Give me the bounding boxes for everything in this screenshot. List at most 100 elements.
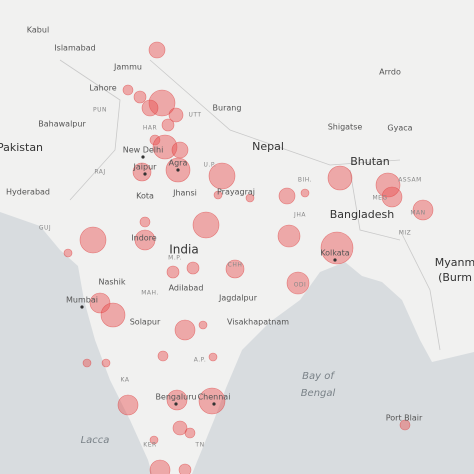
city-label: Arrdo (379, 68, 401, 77)
country-label: Pakistan (0, 141, 43, 154)
city-label: Jaipur (133, 163, 158, 172)
city-label: New Delhi (123, 146, 164, 155)
bubble (171, 141, 189, 159)
country-label: Bhutan (350, 155, 390, 168)
city-label: Kabul (27, 26, 49, 35)
city-dot (143, 172, 147, 176)
city-label: Bengaluru (155, 393, 196, 402)
city-dot (174, 402, 178, 406)
city-dot (333, 258, 337, 262)
city-label: Chennai (198, 393, 231, 402)
state-label: ASSAM (398, 177, 422, 184)
city-label: Gyaca (387, 124, 412, 133)
bubble (186, 261, 200, 275)
city-label: Jammu (113, 63, 142, 72)
bubble (141, 99, 159, 117)
bubble (213, 190, 223, 200)
bubble (79, 226, 107, 254)
bubble (300, 188, 310, 198)
bubble (89, 292, 111, 314)
city-label: Jhansi (172, 189, 197, 198)
arabian-sea (0, 212, 152, 474)
bubble (174, 319, 196, 341)
bubble (208, 162, 236, 190)
country-label: Bangladesh (330, 208, 395, 221)
state-label: M.P. (168, 255, 182, 262)
city-label: Bahawalpur (38, 120, 86, 129)
state-label: MIZ (399, 230, 412, 237)
state-label: MAN (410, 210, 425, 217)
borders (59, 59, 441, 351)
country-label: India (169, 243, 198, 257)
country-label: (Burm (438, 271, 472, 284)
bubble (63, 248, 73, 258)
state-label: BIH. (298, 177, 312, 184)
state-label: KA (121, 377, 130, 384)
state-label: MAH. (141, 290, 159, 297)
city-dot (80, 305, 84, 309)
bubble (100, 302, 126, 328)
city-dot (141, 155, 145, 159)
bubble (149, 435, 159, 445)
state-label: PUN (93, 107, 107, 114)
state-label: CHH (228, 262, 243, 269)
state-label: GUJ (39, 225, 51, 232)
bubble (172, 420, 188, 436)
bubble (117, 394, 139, 416)
bubble (245, 193, 255, 203)
bubble (122, 84, 134, 96)
state-label: MEG (372, 195, 387, 202)
bubble (198, 320, 208, 330)
sea-label: Lacca (81, 435, 110, 446)
city-label: Agra (169, 159, 188, 168)
bubble (399, 419, 411, 431)
state-label: HAR (143, 125, 157, 132)
bubble (149, 459, 171, 474)
bubble (133, 90, 147, 104)
state-label: U.P. (204, 162, 217, 169)
state-label: A.P. (194, 357, 207, 364)
city-label: Prayagraj (217, 188, 255, 197)
city-label: Jagdalpur (218, 294, 258, 303)
bubble (225, 259, 245, 279)
sea-label: Bay of (302, 371, 335, 382)
city-dot (212, 402, 216, 406)
country-label: Myanm (435, 256, 474, 269)
state-label: RAJ (94, 169, 105, 176)
city-label: Lahore (89, 84, 116, 93)
city-label: Kolkata (320, 249, 349, 258)
state-label: ODI (294, 282, 307, 289)
bubble (82, 358, 92, 368)
bubble (412, 199, 434, 221)
bubbles (63, 41, 434, 474)
bubble (277, 224, 301, 248)
city-label: Mumbai (66, 296, 98, 305)
city-label: Kota (136, 192, 154, 201)
bubble (132, 162, 152, 182)
bubble (139, 216, 151, 228)
city-label: Solapur (130, 318, 161, 327)
bubble (101, 358, 111, 368)
state-label: TN (194, 442, 204, 449)
bubble (166, 389, 188, 411)
bubble (184, 427, 196, 439)
state-label: UTT (188, 112, 201, 119)
bubble (381, 186, 403, 208)
bubble (148, 89, 176, 117)
city-label: Hyderabad (6, 188, 50, 197)
bay-of-bengal (192, 262, 474, 474)
city-label: Shigatse (328, 123, 363, 132)
city-label: Indore (131, 234, 157, 243)
bubble (134, 229, 156, 251)
bubble (327, 165, 353, 191)
sea-label: Bengal (301, 388, 336, 399)
city-dot (176, 168, 180, 172)
state-label: JHA (293, 212, 306, 219)
bubble (161, 118, 175, 132)
labels: Pakistan Nepal Bhutan Bangladesh India Myanm (… (0, 26, 474, 449)
bubble (375, 172, 401, 198)
bubble (166, 265, 180, 279)
state-label: KER (143, 442, 156, 449)
bubble (198, 387, 226, 415)
